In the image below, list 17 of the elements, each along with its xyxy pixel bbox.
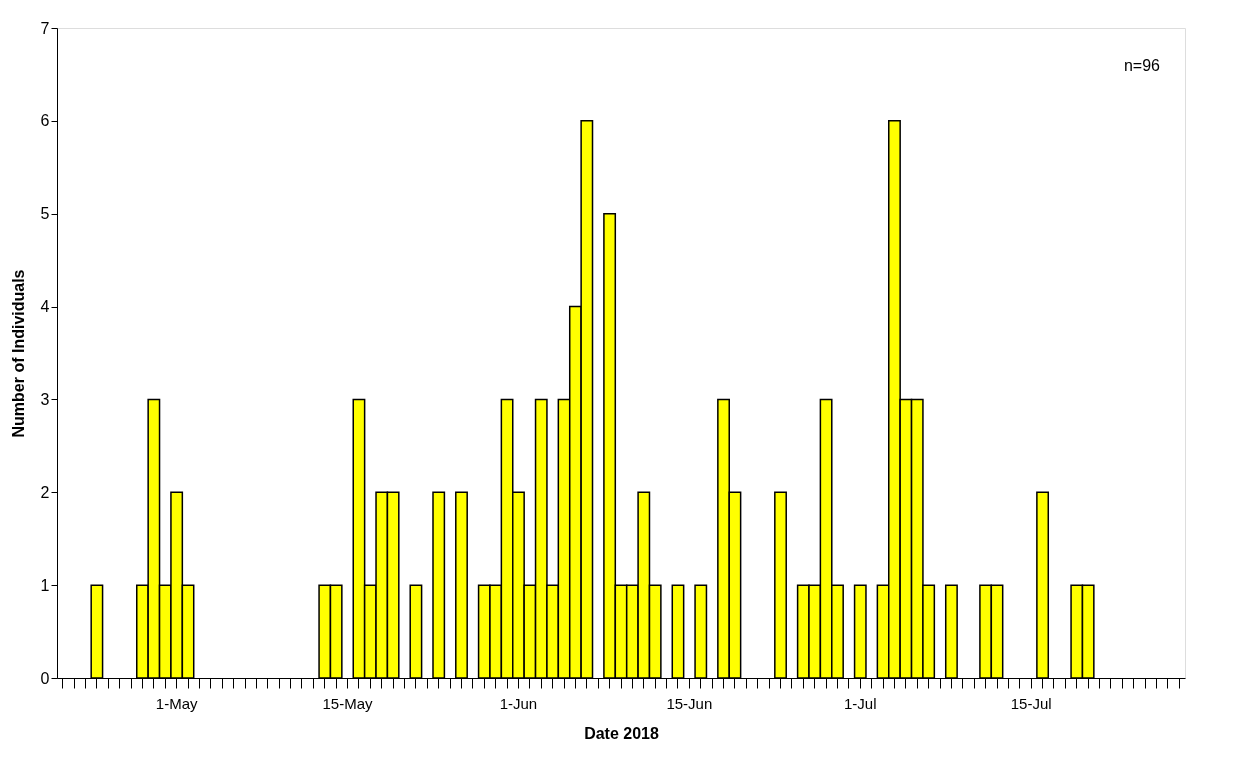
y-tick-label: 4 (40, 298, 50, 316)
y-tick-label: 7 (40, 19, 50, 37)
annotation: n=96 (1123, 57, 1161, 74)
y-axis-title: Number of Individuals (9, 269, 27, 438)
x-tick-label: 15-Jun (666, 694, 713, 712)
y-tick-label: 3 (40, 390, 50, 408)
x-tick-label: 15-May (322, 694, 374, 712)
x-tick-label: 1-Jul (844, 694, 877, 712)
x-tick-label: 15-Jul (1010, 694, 1052, 712)
x-tick-label: 1-Jun (499, 694, 538, 712)
x-axis-title: Date 2018 (584, 724, 659, 742)
y-tick-label: 0 (40, 669, 50, 687)
y-tick-label: 6 (40, 112, 50, 130)
y-tick-label: 1 (40, 576, 50, 594)
x-tick-label: 1-May (155, 694, 198, 712)
y-tick-label: 5 (40, 205, 50, 223)
y-tick-label: 2 (40, 483, 50, 501)
